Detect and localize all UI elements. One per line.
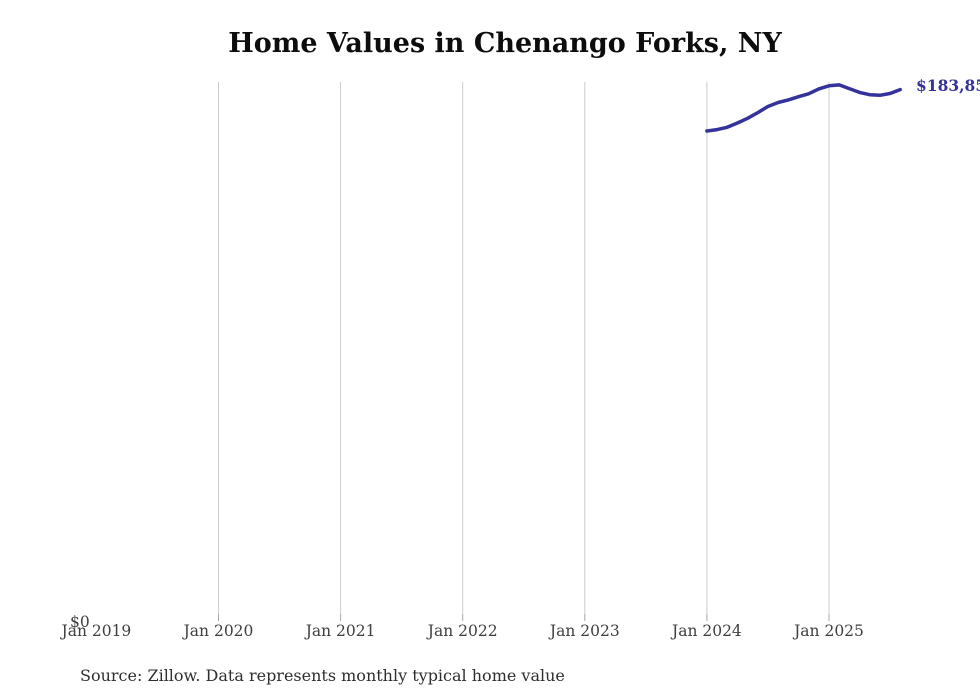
x-tick-label: Jan 2020 <box>183 622 254 640</box>
y-axis-zero-label: $0 <box>70 613 90 631</box>
x-tick-label: Jan 2019 <box>61 622 132 640</box>
x-tick-label: Jan 2022 <box>427 622 498 640</box>
source-note: Source: Zillow. Data represents monthly … <box>80 666 565 685</box>
x-tick-label: Jan 2021 <box>305 622 376 640</box>
series-end-value-label: $183,855 <box>916 76 980 95</box>
x-tick-label: Jan 2025 <box>794 622 864 640</box>
x-tick-label: Jan 2024 <box>671 622 742 640</box>
home-value-series-line <box>705 83 902 133</box>
chart-title: Home Values in Chenango Forks, NY <box>228 28 782 59</box>
x-tick-label: Jan 2023 <box>549 622 620 640</box>
